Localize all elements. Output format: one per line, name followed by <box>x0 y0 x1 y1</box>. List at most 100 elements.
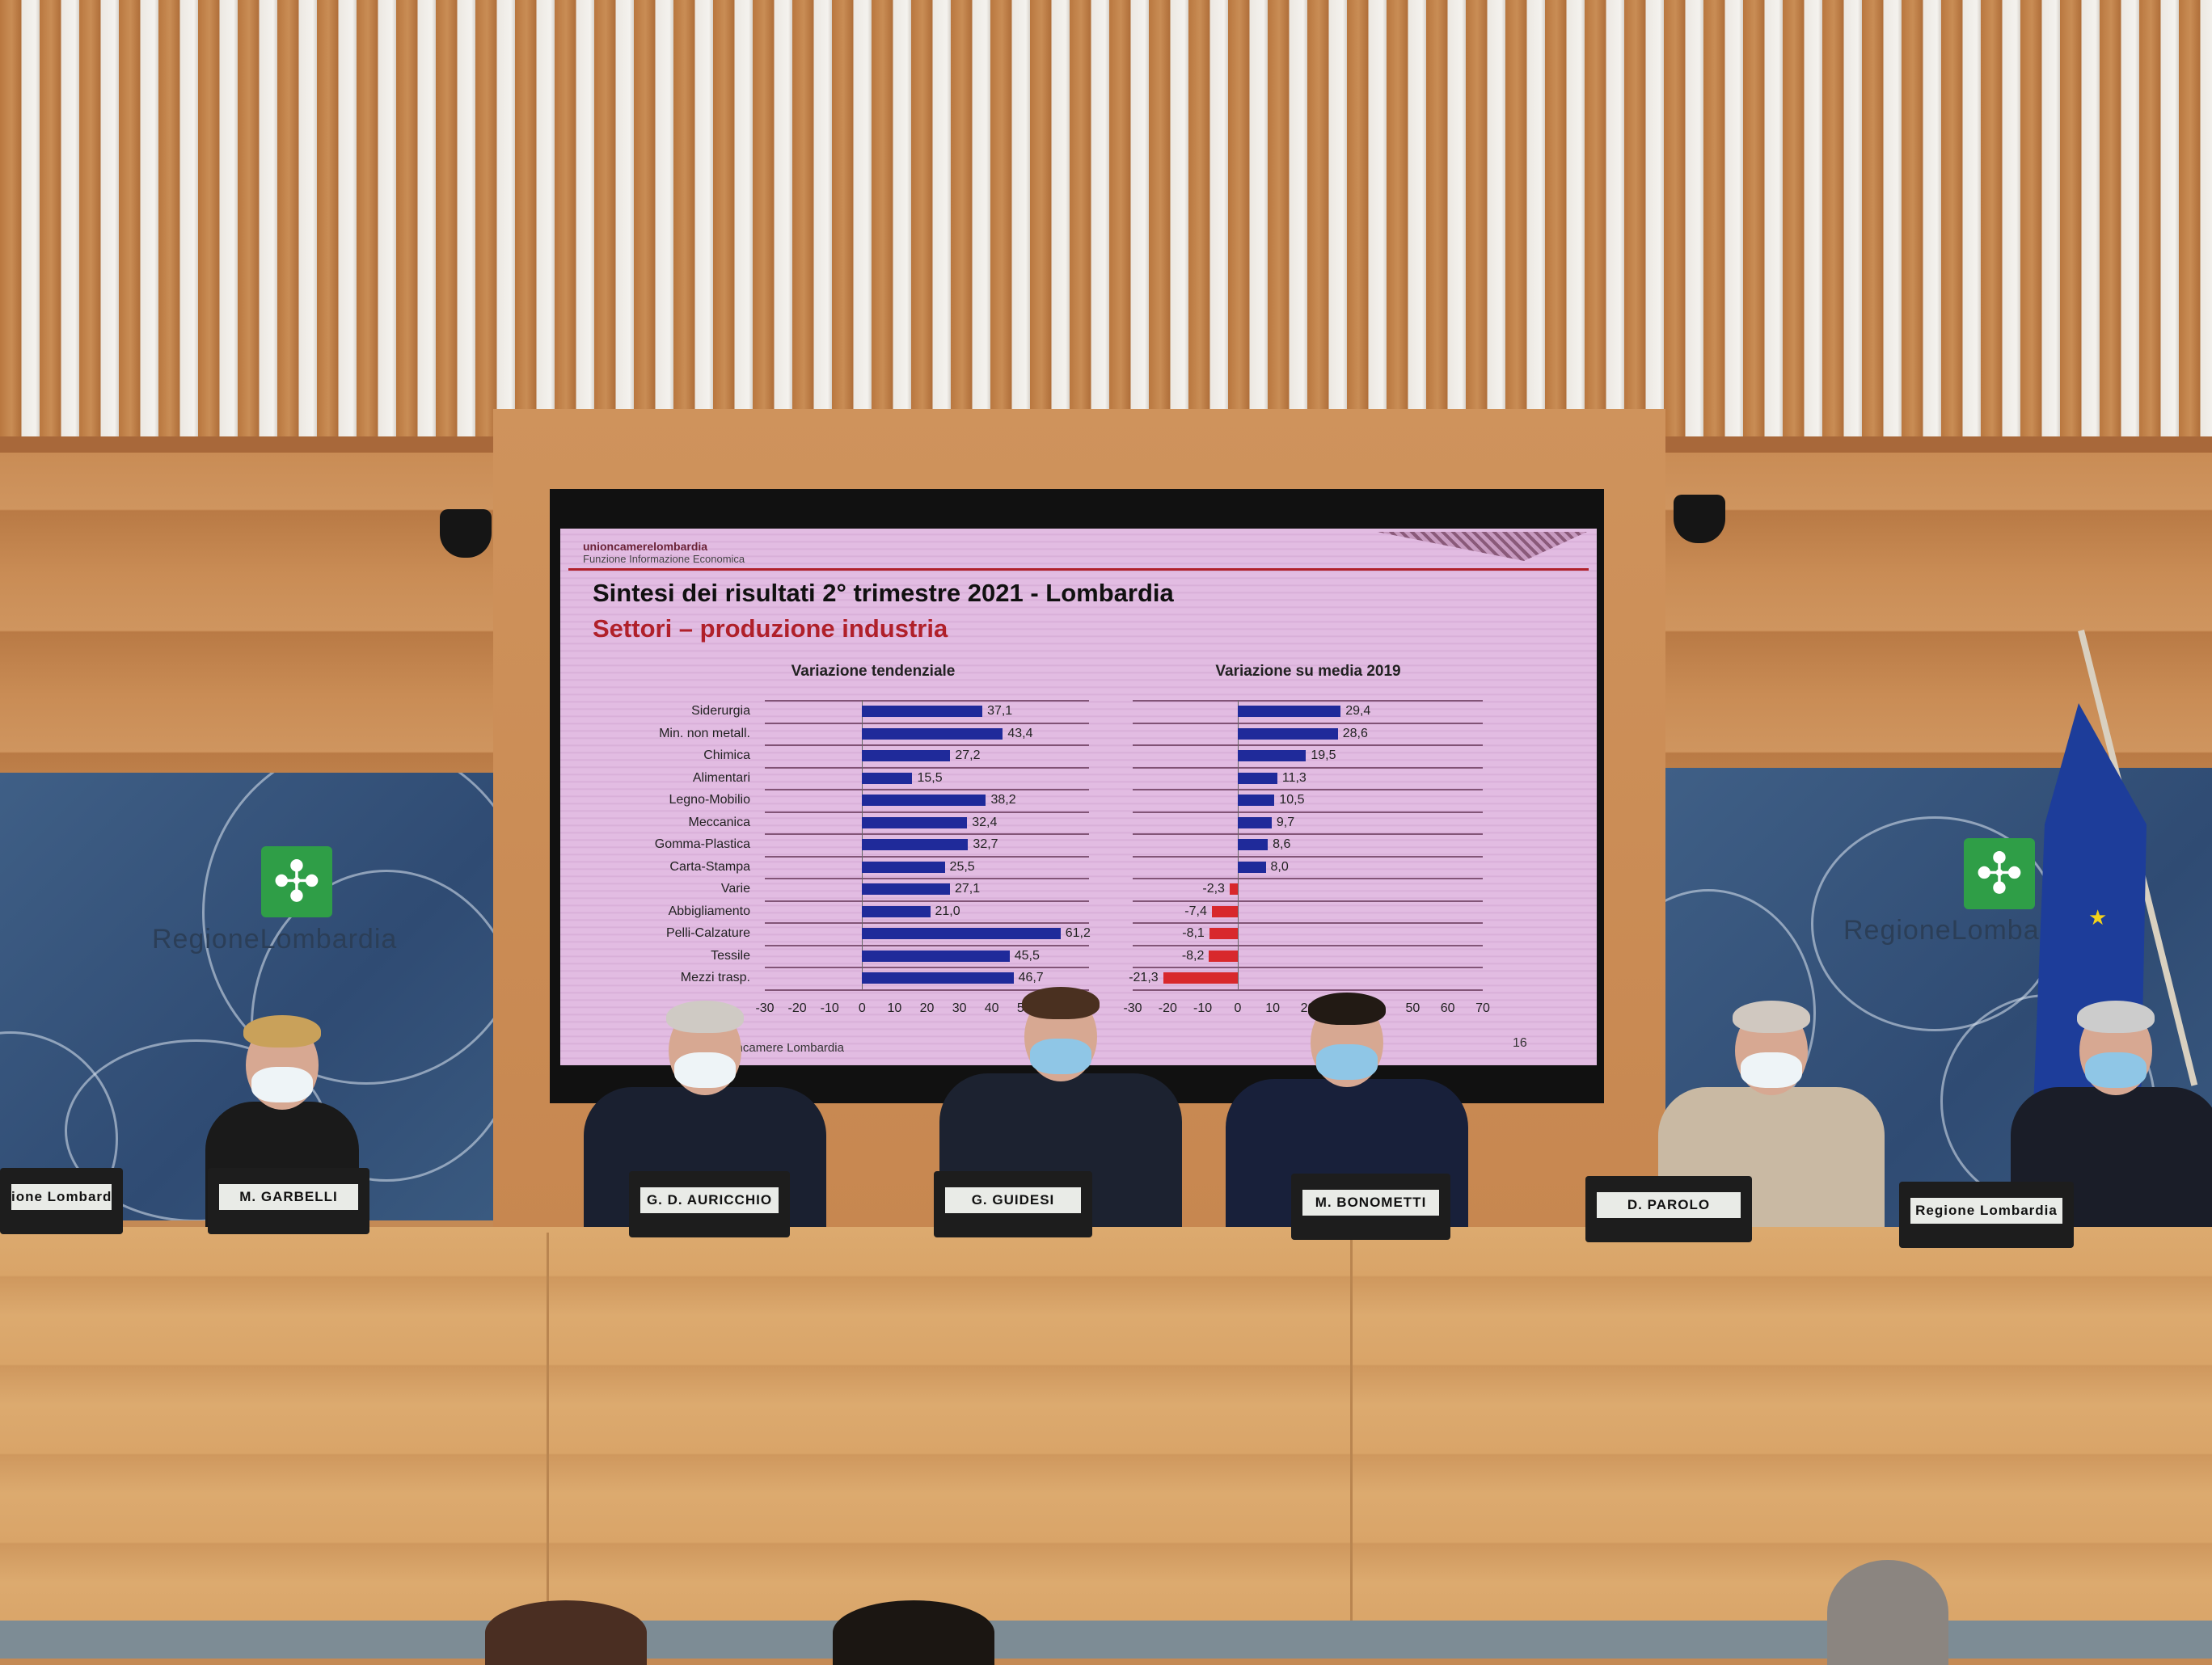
gridline <box>765 967 1089 968</box>
wooden-slat-ceiling <box>0 0 2212 453</box>
category-label: Siderurgia <box>691 704 750 718</box>
value-label: 45,5 <box>1014 948 1040 963</box>
gridline <box>765 766 1089 769</box>
gridline <box>765 900 1089 902</box>
value-label: 21,0 <box>935 904 960 918</box>
slide-page-number: 16 <box>1513 1036 1527 1050</box>
value-label: 10,5 <box>1279 793 1305 807</box>
speaker-hair <box>2077 1001 2155 1033</box>
axis-tick-label: 10 <box>887 1001 902 1015</box>
gridline <box>1133 700 1483 702</box>
gridline <box>765 744 1089 746</box>
gridline <box>765 944 1089 946</box>
category-label: Carta-Stampa <box>669 859 750 874</box>
gridline <box>765 700 1089 702</box>
axis-tick-label: 50 <box>1405 1001 1420 1015</box>
header-pattern <box>1377 532 1587 561</box>
table-seam <box>547 1233 549 1621</box>
nameplate: G. D. AURICCHIO <box>629 1171 790 1237</box>
nameplate: M. GARBELLI <box>208 1168 369 1234</box>
gridline <box>765 811 1089 813</box>
gridline <box>765 855 1089 858</box>
audience-head <box>485 1600 647 1665</box>
nameplate-text: M. BONOMETTI <box>1302 1190 1439 1216</box>
gridline <box>1133 789 1483 790</box>
nameplate-text: M. GARBELLI <box>219 1184 358 1210</box>
value-label: 61,2 <box>1065 926 1091 940</box>
presentation-slide: unioncamerelombardia Funzione Informazio… <box>560 529 1597 1065</box>
nameplate: M. BONOMETTI <box>1291 1174 1450 1240</box>
bar <box>1209 928 1238 939</box>
bar <box>862 861 945 873</box>
gridline <box>1133 878 1483 879</box>
bar <box>1237 861 1266 873</box>
axis-tick-label: -30 <box>1123 1001 1142 1015</box>
bar <box>1237 816 1272 828</box>
gridline <box>1133 766 1483 769</box>
value-label: 8,6 <box>1273 837 1291 851</box>
gridline <box>1133 722 1483 724</box>
nameplate-text: D. PAROLO <box>1597 1192 1741 1218</box>
value-label: 25,5 <box>949 859 975 874</box>
nameplate-text: Regione Lombardia <box>1910 1198 2062 1224</box>
gridline <box>1133 900 1483 902</box>
value-label: -8,2 <box>1181 948 1205 963</box>
value-label: 32,7 <box>973 837 998 851</box>
value-label: 19,5 <box>1311 748 1336 762</box>
nameplate-text: G. GUIDESI <box>945 1187 1081 1213</box>
slide-subtitle: Settori – produzione industria <box>593 614 948 643</box>
bar <box>862 750 951 761</box>
value-label: -21,3 <box>1129 971 1159 984</box>
value-label: 27,2 <box>955 748 981 762</box>
category-label: Tessile <box>711 948 750 963</box>
header-rule <box>568 568 1589 571</box>
axis-tick-label: -20 <box>1158 1001 1177 1015</box>
value-label: 11,3 <box>1281 770 1307 785</box>
slide-title: Sintesi dei risultati 2° trimestre 2021 … <box>593 579 1174 607</box>
slide-org: unioncamerelombardia <box>583 540 708 553</box>
bar <box>862 839 969 850</box>
nameplate: ione Lombardia <box>0 1168 123 1234</box>
audience-head <box>833 1600 994 1665</box>
gridline <box>1133 855 1483 858</box>
category-label: Meccanica <box>688 815 750 829</box>
category-label: Mezzi trasp. <box>680 971 750 984</box>
nameplate: Regione Lombardia <box>1899 1182 2074 1248</box>
gridline <box>1133 922 1483 924</box>
chart-title: Variazione tendenziale <box>791 663 956 680</box>
bar <box>1163 972 1238 984</box>
audience-head <box>1827 1560 1948 1665</box>
banner-text: RegioneLombardia <box>152 924 398 955</box>
bar <box>862 883 950 895</box>
bar <box>1237 772 1277 784</box>
face-mask <box>674 1052 736 1088</box>
speaker-hair <box>1733 1001 1810 1033</box>
nameplate: G. GUIDESI <box>934 1171 1092 1237</box>
security-camera-icon <box>440 509 492 558</box>
bar <box>1209 950 1238 962</box>
slide-org-sub: Funzione Informazione Economica <box>583 553 745 565</box>
gridline <box>765 988 1089 991</box>
gridline <box>765 922 1089 924</box>
gridline <box>765 878 1089 879</box>
bar <box>862 928 1061 939</box>
gridline <box>765 789 1089 790</box>
value-label: 32,4 <box>972 815 998 829</box>
bar <box>862 816 968 828</box>
face-mask <box>1741 1052 1802 1088</box>
axis-tick-label: 10 <box>1265 1001 1281 1015</box>
value-label: -8,1 <box>1182 926 1205 940</box>
axis-tick-label: -10 <box>1193 1001 1213 1015</box>
speaker-hair <box>1308 993 1386 1025</box>
bar <box>1237 750 1307 761</box>
category-label: Pelli-Calzature <box>665 926 750 940</box>
conference-table <box>0 1227 2212 1623</box>
axis-tick-label: 30 <box>952 1001 967 1015</box>
gridline <box>1133 744 1483 746</box>
value-label: 15,5 <box>917 770 943 785</box>
gridline <box>765 833 1089 835</box>
face-mask <box>1030 1039 1091 1074</box>
category-label: Abbigliamento <box>668 904 750 918</box>
nameplate-text: ione Lombardia <box>11 1184 112 1210</box>
bar <box>1237 727 1338 740</box>
